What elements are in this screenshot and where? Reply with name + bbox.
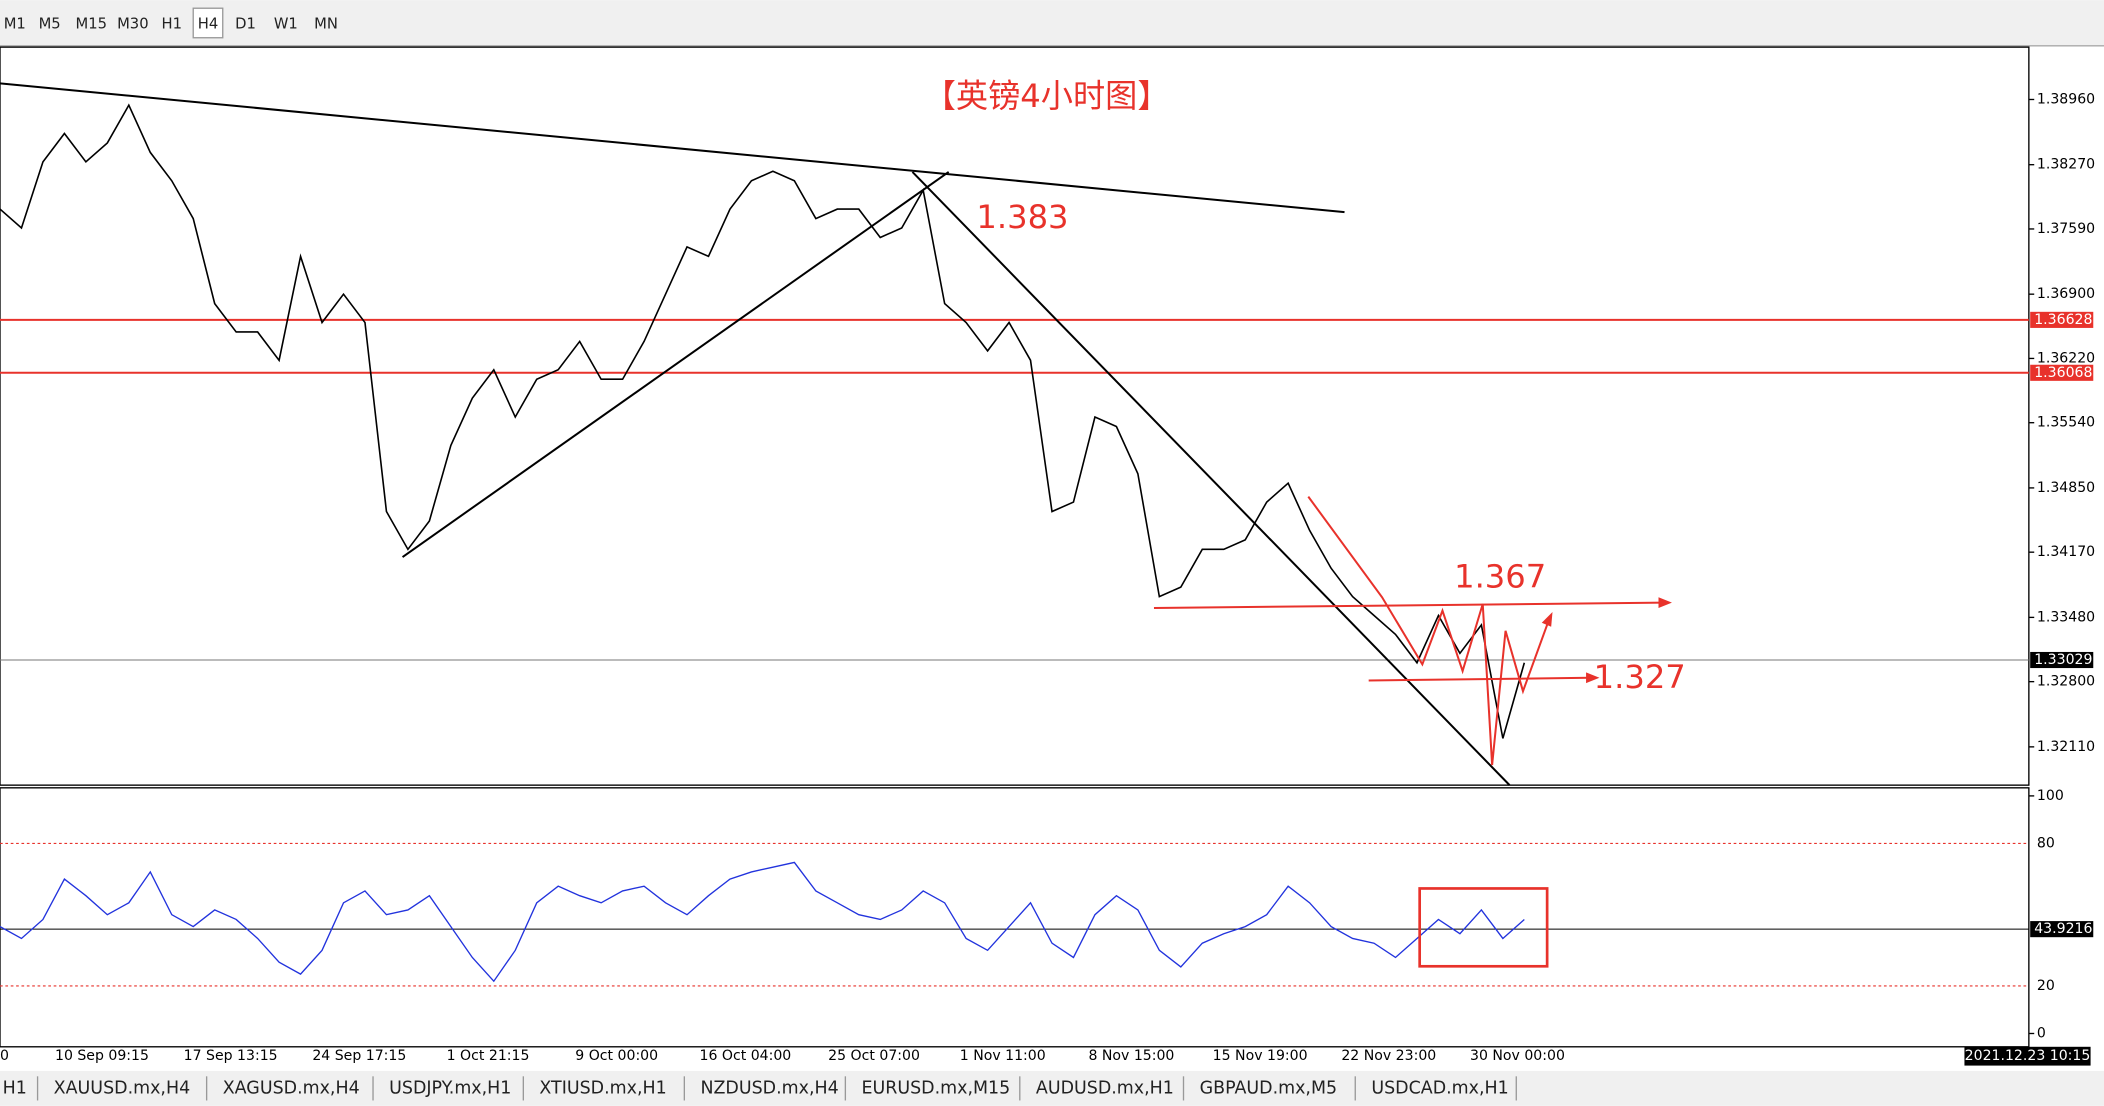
chart-tab[interactable]: GBPAUD.mx,M5	[1200, 1078, 1338, 1098]
chart-tab[interactable]: NZDUSD.mx,H4	[700, 1078, 838, 1098]
trend-lines	[0, 82, 1672, 968]
current-tag	[2030, 651, 2094, 669]
timeframe-button[interactable]: M5	[39, 15, 61, 32]
tab-bar	[0, 1070, 2104, 1106]
chart-tab[interactable]: H1	[3, 1078, 27, 1098]
indicator-level-label: 43.9216	[2034, 921, 2092, 937]
indicator-tag	[2030, 921, 2094, 938]
timeframe-button[interactable]: D1	[235, 15, 256, 32]
price-tick-label: 1.36220	[2037, 350, 2095, 366]
price-tick-label: 1.34170	[2037, 544, 2095, 560]
price-tick-label: 1.33480	[2037, 609, 2095, 625]
chart-tab[interactable]: USDCAD.mx,H1	[1371, 1078, 1508, 1098]
trend-line	[401, 171, 950, 558]
indicator-tick-label: 80	[2037, 835, 2055, 851]
date-label: 2021.12.23 10:15	[1965, 1048, 2091, 1064]
indicator-tick-label: 20	[2037, 978, 2055, 994]
highlight-box	[1418, 887, 1549, 968]
chart-tab[interactable]: USDJPY.mx,H1	[389, 1078, 511, 1098]
current-label: 1.33029	[2034, 652, 2092, 668]
trend-line	[0, 82, 1345, 214]
timeframe-bar: M1 M5 M15 M30 H1 H4 D1 W1 MN	[4, 7, 338, 39]
annotation: 1.367	[1454, 557, 1546, 595]
price-tick-label: 1.38270	[2037, 157, 2095, 173]
tabs: H1 XAUUSD.mx,H4 XAGUSD.mx,H4 USDJPY.mx,H1 XT…	[3, 1076, 1517, 1101]
indicator-tick-label: 0	[2037, 1025, 2046, 1041]
date-box	[1964, 1046, 2091, 1066]
timeframe-button[interactable]: W1	[274, 15, 298, 32]
price-tick-label: 1.32110	[2037, 739, 2095, 755]
time-label: 9 Oct 00:00	[575, 1048, 658, 1064]
level-label: 1.36068	[2034, 365, 2092, 381]
time-label: 24 Sep 17:15	[312, 1048, 406, 1064]
annotation: 1.327	[1594, 658, 1686, 696]
indicator-tick-label: 100	[2037, 788, 2064, 804]
series	[0, 103, 1526, 983]
level-tag	[2030, 364, 2094, 381]
timeframe-button[interactable]: M15	[75, 15, 107, 32]
time-label: 15 Nov 19:00	[1213, 1048, 1308, 1064]
active-timeframe	[192, 7, 224, 39]
time-label: 10 Sep 09:15	[55, 1048, 149, 1064]
chart-tab[interactable]: XAUUSD.mx,H4	[54, 1078, 191, 1098]
indicator-line	[0, 861, 1525, 983]
support-line	[1368, 676, 1591, 682]
chart-tab[interactable]: XAGUSD.mx,H4	[223, 1078, 360, 1098]
time-label: 16 Oct 04:00	[699, 1048, 791, 1064]
price-tick-label: 1.36900	[2037, 286, 2095, 302]
chart-tab[interactable]: AUDUSD.mx,H1	[1036, 1078, 1174, 1098]
timeframe-button[interactable]: H4	[198, 15, 218, 32]
toolbar	[0, 0, 2104, 46]
price-line	[0, 103, 1526, 739]
level-label: 1.36628	[2034, 312, 2092, 328]
time-label: 1 Oct 21:15	[447, 1048, 530, 1064]
price-tick-label: 1.38960	[2037, 91, 2095, 107]
price-tick-label: 1.32800	[2037, 674, 2095, 690]
price-tick-label: 1.34850	[2037, 480, 2095, 496]
timeframe-button[interactable]: M30	[117, 15, 149, 32]
time-label: 8 Nov 15:00	[1088, 1048, 1174, 1064]
timeframe-button[interactable]: MN	[314, 15, 338, 32]
price-pane	[0, 46, 2030, 786]
chart-tab[interactable]: XTIUSD.mx,H1	[539, 1078, 666, 1098]
time-label: 1 Nov 11:00	[960, 1048, 1046, 1064]
price-tick-label: 1.37590	[2037, 221, 2095, 237]
timeframe-button[interactable]: H1	[162, 15, 182, 32]
time-label: 0	[0, 1048, 9, 1064]
resistance-line	[1153, 601, 1664, 610]
chart-tab[interactable]: EURUSD.mx,M15	[861, 1078, 1010, 1098]
chart-title: 【英镑4小时图】	[924, 77, 1170, 115]
trend-line	[911, 171, 1511, 786]
time-label: 30 Nov 00:00	[1470, 1048, 1565, 1064]
level-tag	[2030, 311, 2094, 328]
projection-path	[1307, 496, 1551, 766]
annotation: 1.383	[976, 198, 1068, 236]
time-label: 22 Nov 23:00	[1341, 1048, 1436, 1064]
indicator-pane	[0, 787, 2030, 1048]
arrow-head	[1541, 612, 1553, 627]
time-label: 25 Oct 07:00	[828, 1048, 920, 1064]
time-label: 17 Sep 13:15	[184, 1048, 278, 1064]
axes: 1.38960 1.38270 1.37590 1.36900 1.36220 1.355…	[0, 91, 2095, 1064]
price-tick-label: 1.35540	[2037, 415, 2095, 431]
timeframe-button[interactable]: M1	[4, 15, 26, 32]
arrow-head	[1658, 597, 1672, 609]
arrow-head	[1586, 672, 1600, 684]
